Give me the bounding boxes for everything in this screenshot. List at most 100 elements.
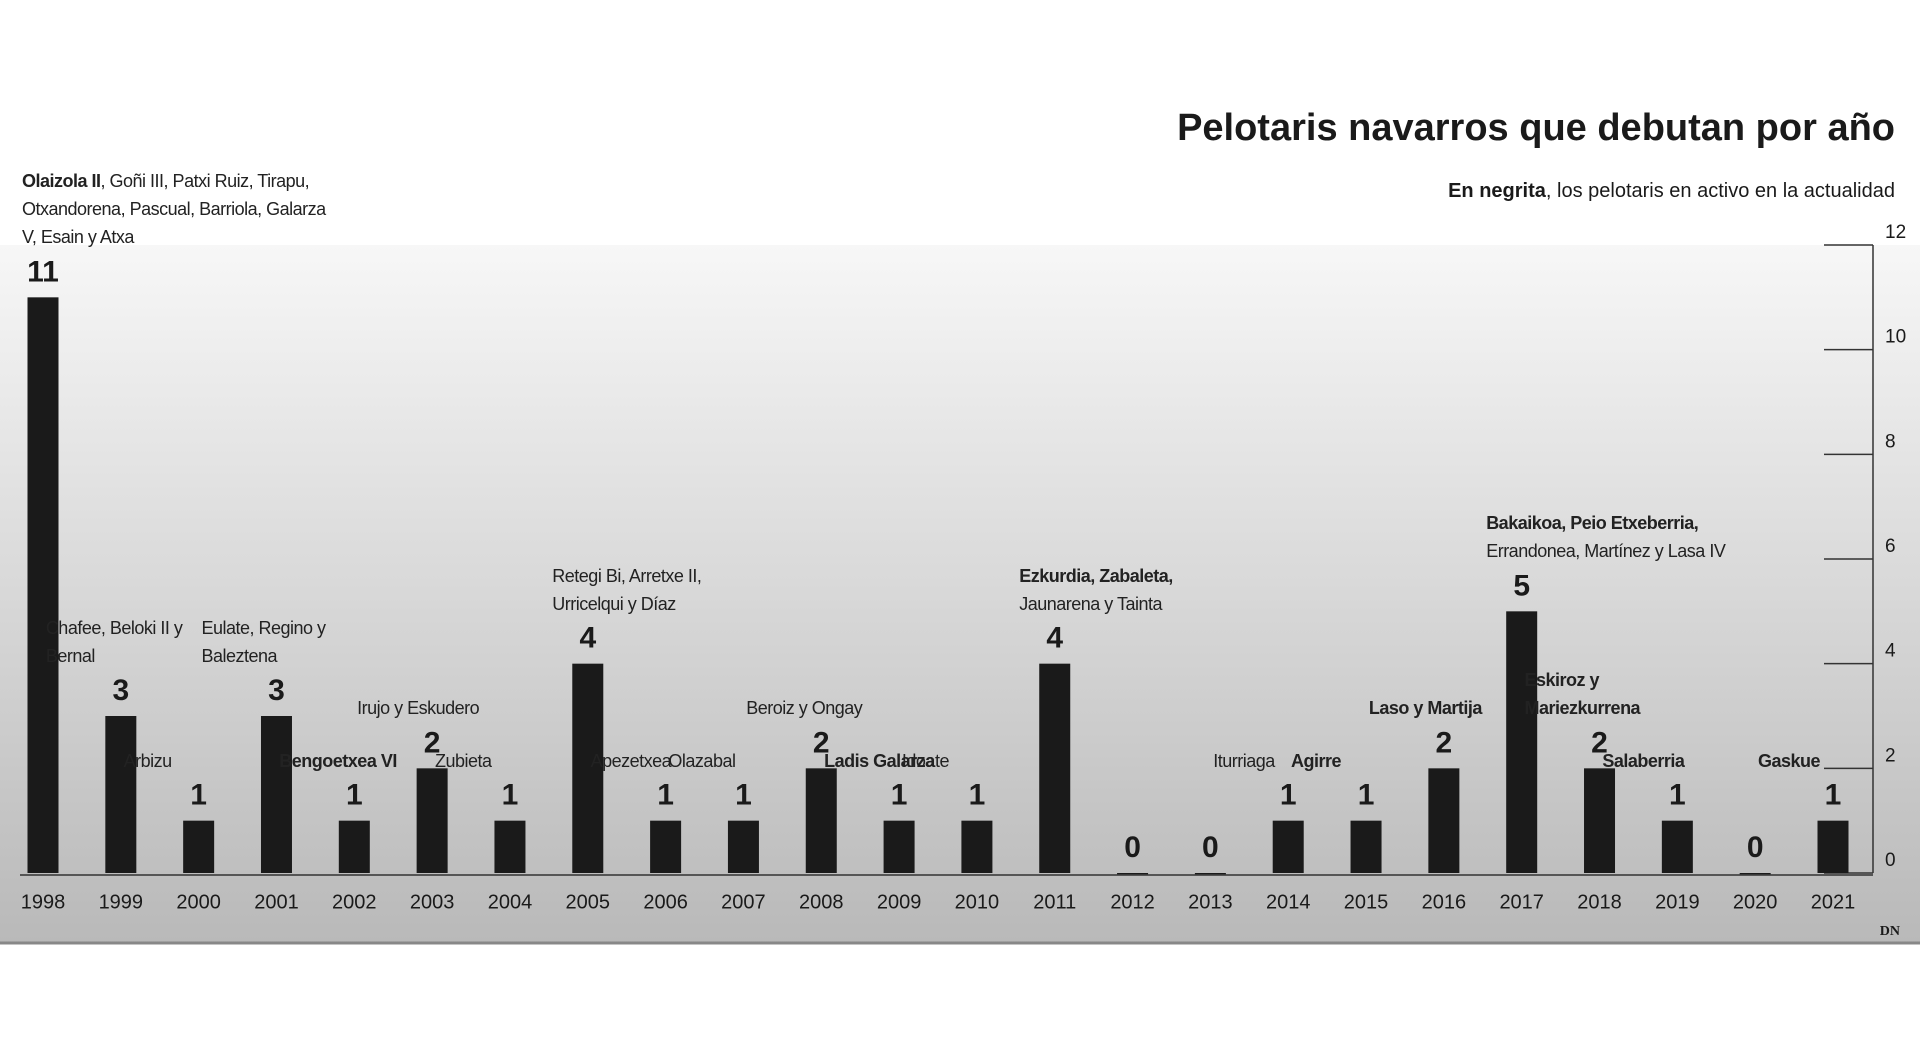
bar	[1661, 820, 1693, 873]
subtitle-bold: En negrita	[1448, 180, 1547, 202]
bar-annotation: Beroiz y Ongay	[746, 694, 896, 722]
bar-annotation: Bakaikoa, Peio Etxeberria, Errandonea, M…	[1486, 509, 1786, 565]
bar-annotation: Arbizu	[124, 747, 274, 775]
x-tick-label: 2014	[1266, 891, 1311, 913]
bar	[260, 716, 292, 873]
bar-annotation: Eulate, Regino y Baleztena	[201, 614, 351, 670]
bar-annotation: Iturriaga	[1213, 747, 1363, 775]
value-label: 1	[1669, 779, 1686, 812]
x-tick-label: 2015	[1344, 891, 1389, 913]
value-label: 4	[579, 622, 596, 655]
x-tick-label: 2020	[1733, 891, 1778, 913]
x-tick-label: 2009	[877, 891, 922, 913]
value-label: 0	[1202, 831, 1219, 864]
value-label: 1	[657, 779, 674, 812]
bar	[961, 820, 993, 873]
annotation-bold: Ladis Galarza	[824, 750, 935, 771]
x-tick-label: 2012	[1110, 891, 1155, 913]
annotation-regular: Idoate	[901, 750, 950, 771]
x-tick-label: 2021	[1811, 891, 1856, 913]
x-tick-label: 2002	[332, 891, 377, 913]
bar	[1272, 820, 1304, 873]
value-label: 0	[1124, 831, 1141, 864]
bar-annotation: Chafee, Beloki II y Bernal	[46, 614, 196, 670]
chart-title: Pelotaris navarros que debutan por año	[1177, 107, 1895, 149]
value-label: 1	[1280, 779, 1297, 812]
bar	[183, 820, 215, 873]
annotation-regular: , Goñi III, Patxi Ruiz, Tirapu, Otxandor…	[22, 171, 326, 248]
bar	[727, 820, 759, 873]
bar-annotation: Idoate	[902, 747, 1052, 775]
bar-annotation: Zubieta	[435, 747, 585, 775]
y-tick-label: 2	[1885, 745, 1896, 766]
bar	[1039, 663, 1071, 873]
bar-annotation: Bengoetxea VI	[279, 747, 429, 775]
annotation-regular: Zubieta	[434, 750, 492, 771]
annotation-regular: Olazabal	[668, 750, 736, 771]
bar-annotation: Apezetxea	[591, 747, 741, 775]
bar	[805, 768, 837, 873]
x-tick-label: 2016	[1422, 891, 1467, 913]
value-label: 1	[1825, 779, 1842, 812]
x-tick-label: 2004	[488, 891, 533, 913]
bar-annotation: Olazabal	[668, 747, 818, 775]
x-tick-label: 2001	[254, 891, 299, 913]
bar	[883, 820, 915, 873]
bar-annotation: Agirre	[1291, 747, 1441, 775]
value-label: 3	[112, 674, 129, 707]
value-label: 1	[1358, 779, 1375, 812]
value-label: 1	[891, 779, 908, 812]
bar	[1584, 768, 1616, 873]
x-tick-label: 2008	[799, 891, 844, 913]
annotation-regular: Apezetxea	[590, 750, 672, 771]
x-tick-label: 2013	[1188, 891, 1233, 913]
bar-annotation: Gaskue	[1758, 747, 1908, 775]
annotation-regular: Iturriaga	[1213, 750, 1275, 771]
bar-annotation: Eskiroz y Mariezkurrena	[1525, 666, 1675, 722]
bar-annotation: Olaizola II, Goñi III, Patxi Ruiz, Tirap…	[22, 167, 342, 251]
annotation-bold: Eskiroz y Mariezkurrena	[1524, 670, 1641, 719]
annotation-bold: Ezkurdia, Zabaleta,	[1019, 565, 1173, 586]
value-label: 2	[424, 726, 441, 759]
value-label: 3	[268, 674, 285, 707]
annotation-regular: Arbizu	[123, 750, 173, 771]
x-tick-label: 2003	[410, 891, 455, 913]
value-label: 1	[735, 779, 752, 812]
bar-annotation: Ezkurdia, Zabaleta, Jaunarena y Tainta	[1019, 562, 1249, 618]
annotation-bold: Olaizola II	[22, 171, 101, 192]
bar	[1117, 873, 1149, 875]
annotation-regular: Errandonea, Martínez y Lasa IV	[1486, 541, 1726, 562]
value-label: 5	[1513, 569, 1530, 602]
bar-annotation: Irujo y Eskudero	[357, 694, 507, 722]
y-tick-label: 10	[1885, 327, 1906, 348]
value-label: 1	[502, 779, 519, 812]
bar	[1194, 873, 1226, 875]
x-tick-label: 2006	[643, 891, 688, 913]
bar	[650, 820, 682, 873]
annotation-bold: Agirre	[1291, 750, 1342, 771]
x-tick-label: 2005	[566, 891, 611, 913]
bar	[572, 663, 604, 873]
annotation-bold: Bakaikoa, Peio Etxeberria,	[1486, 513, 1699, 534]
value-label: 2	[813, 726, 830, 759]
annotation-regular: Irujo y Eskudero	[357, 698, 480, 719]
annotation-regular: Eulate, Regino y Baleztena	[201, 618, 326, 666]
value-label: 1	[346, 779, 363, 812]
bar-annotation: Retegi Bi, Arretxe II, Urricelqui y Díaz	[552, 562, 752, 618]
x-tick-label: 1999	[99, 891, 144, 913]
x-tick-label: 2017	[1499, 891, 1544, 913]
source-logo: DN	[1880, 924, 1900, 939]
bar	[1350, 820, 1382, 873]
bar	[1739, 873, 1771, 875]
annotation-bold: Bengoetxea VI	[279, 750, 397, 771]
bar	[1428, 768, 1460, 873]
y-tick-label: 6	[1885, 536, 1896, 557]
bar-annotation: Ladis Galarza	[824, 747, 974, 775]
value-label: 1	[969, 779, 986, 812]
value-label: 1	[190, 779, 207, 812]
x-tick-label: 2007	[721, 891, 766, 913]
value-label: 4	[1046, 622, 1063, 655]
value-label: 2	[1436, 726, 1453, 759]
